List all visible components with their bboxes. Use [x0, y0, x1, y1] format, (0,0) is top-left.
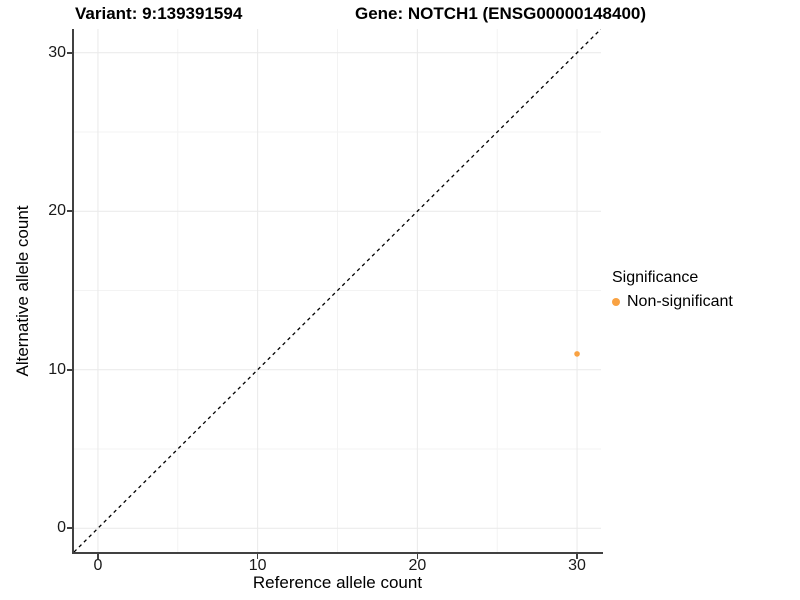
- x-tick-label: 0: [93, 557, 103, 574]
- x-axis-line: [72, 552, 603, 554]
- x-tick-mark: [256, 554, 259, 559]
- y-tick-label: 10: [48, 360, 66, 378]
- y-tick-label: 20: [48, 202, 66, 220]
- x-tick-mark: [97, 554, 99, 559]
- legend: Significance Non-significant: [612, 269, 733, 311]
- y-axis-line: [72, 29, 74, 554]
- identity-line: [74, 29, 601, 552]
- y-tick-mark: [67, 527, 72, 530]
- x-tick-label: 30: [568, 557, 586, 574]
- legend-title: Significance: [612, 269, 699, 286]
- x-tick-label: 20: [408, 557, 427, 574]
- legend-point-icon: [612, 298, 620, 306]
- plot-area-svg: [74, 29, 601, 552]
- plot-panel: [74, 29, 601, 552]
- y-tick-mark: [67, 51, 72, 54]
- plot-title-variant: Variant: 9:139391594: [75, 4, 243, 23]
- legend-item: Non-significant: [612, 293, 733, 311]
- y-tick-label: 0: [57, 519, 66, 537]
- y-tick-mark: [67, 210, 72, 213]
- x-tick-label: 10: [248, 557, 267, 574]
- data-point: [574, 351, 580, 357]
- y-tick-mark: [67, 368, 72, 371]
- x-tick-mark: [416, 554, 419, 559]
- legend-item-label: Non-significant: [627, 293, 733, 310]
- x-tick-mark: [576, 554, 578, 559]
- plot-title-gene: Gene: NOTCH1 (ENSG00000148400): [355, 4, 647, 23]
- y-axis-title: Alternative allele count: [13, 205, 32, 377]
- y-tick-label: 30: [48, 43, 66, 61]
- legend-items: Non-significant: [612, 293, 733, 311]
- x-axis-title: Reference allele count: [252, 573, 423, 592]
